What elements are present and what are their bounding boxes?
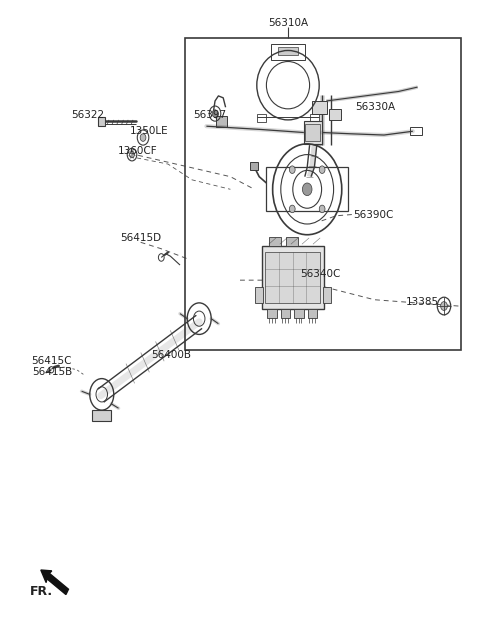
Bar xyxy=(410,127,422,135)
FancyArrow shape xyxy=(41,570,69,594)
Bar xyxy=(312,101,327,114)
Bar xyxy=(265,252,320,303)
Circle shape xyxy=(319,205,325,213)
Bar xyxy=(278,47,298,55)
Bar xyxy=(98,117,105,126)
Bar xyxy=(255,287,263,303)
Bar xyxy=(294,309,304,318)
Text: 56400B: 56400B xyxy=(151,350,191,360)
Circle shape xyxy=(441,302,447,310)
Circle shape xyxy=(302,183,312,196)
Text: FR.: FR. xyxy=(30,585,53,598)
Text: 56397: 56397 xyxy=(193,110,227,120)
Bar xyxy=(286,237,298,246)
Bar xyxy=(262,246,324,309)
Bar xyxy=(185,38,461,350)
Bar xyxy=(281,309,290,318)
Text: 56415C: 56415C xyxy=(32,356,72,366)
Bar xyxy=(305,124,320,141)
Text: 56415D: 56415D xyxy=(120,233,161,243)
Bar xyxy=(257,114,266,122)
Circle shape xyxy=(319,166,325,174)
Text: 56330A: 56330A xyxy=(355,102,396,112)
Bar xyxy=(308,309,317,318)
Circle shape xyxy=(289,205,295,213)
Circle shape xyxy=(289,166,295,174)
Text: 56415B: 56415B xyxy=(32,367,72,377)
Bar xyxy=(92,410,111,421)
Circle shape xyxy=(140,134,146,141)
Bar xyxy=(310,114,319,122)
Bar xyxy=(216,116,227,127)
Text: 1360CF: 1360CF xyxy=(118,146,157,156)
Bar xyxy=(271,44,305,60)
Text: 56310A: 56310A xyxy=(268,18,308,28)
Bar xyxy=(250,162,258,170)
Text: 1350LE: 1350LE xyxy=(130,126,168,136)
Text: 13385: 13385 xyxy=(406,297,439,307)
Text: 56340C: 56340C xyxy=(300,269,340,279)
Text: 56322: 56322 xyxy=(71,110,105,120)
Bar xyxy=(266,167,348,211)
Bar xyxy=(267,309,277,318)
Circle shape xyxy=(212,110,218,117)
Bar xyxy=(304,121,322,144)
Text: 56390C: 56390C xyxy=(353,209,393,220)
Bar xyxy=(323,287,331,303)
Bar xyxy=(269,237,281,246)
Bar xyxy=(329,109,341,120)
